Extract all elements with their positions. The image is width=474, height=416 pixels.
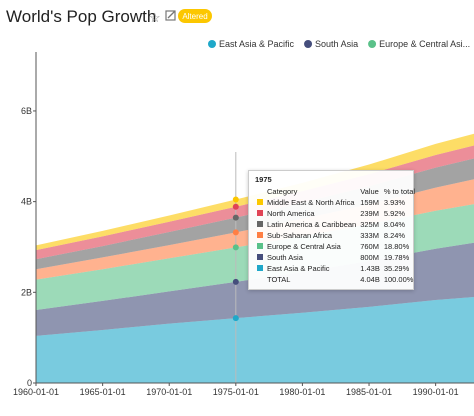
tooltip-value: 800M	[360, 253, 379, 262]
tooltip-value: 333M	[360, 231, 379, 240]
area	[36, 296, 474, 383]
header-cell: % to total	[383, 187, 416, 196]
tooltip-category: Middle East & North Africa	[267, 198, 355, 207]
tooltip-row: Middle East & North Africa 159M 3.93%	[255, 197, 417, 208]
tooltip-value: 325M	[360, 220, 379, 229]
badge	[178, 9, 212, 23]
legend-label: Europe & Central Asi...	[379, 39, 470, 49]
tooltip-percent: 35.29%	[383, 264, 410, 273]
swatch-cell	[255, 197, 265, 208]
tooltip-swatch	[257, 210, 263, 216]
edit-icon[interactable]	[165, 10, 176, 21]
tooltip-percent: 18.80%	[383, 242, 410, 251]
tooltip-value: 239M	[360, 209, 379, 218]
tooltip-swatch	[257, 232, 263, 238]
x-tick-label: 1980-01-01	[279, 387, 325, 397]
tooltip-row: North America 239M 5.92%	[255, 208, 417, 219]
legend-swatch	[304, 40, 313, 48]
tooltip-category: Europe & Central Asia	[267, 242, 341, 251]
chart-title: World's Pop Growth	[6, 7, 156, 26]
hover-dot	[232, 229, 239, 236]
tooltip-category: East Asia & Pacific	[267, 264, 330, 273]
tooltip-category: South Asia	[267, 253, 303, 262]
y-tick-label: 0	[27, 378, 32, 388]
legend-label: South Asia	[315, 39, 358, 49]
x-tick-label: 1990-01-01	[413, 387, 459, 397]
tooltip-row: TOTAL 4.04B 100.00%	[255, 274, 417, 285]
header-cell: Value	[360, 187, 379, 196]
hover-dot	[232, 203, 239, 210]
hover-dot	[232, 196, 239, 203]
badge-text: Altered	[182, 12, 207, 21]
header-cell	[255, 186, 265, 197]
swatch-cell	[255, 241, 265, 252]
area	[36, 133, 474, 251]
x-tick-label: 1985-01-01	[346, 387, 392, 397]
swatch-cell	[255, 230, 265, 241]
tooltip-percent: 8.04%	[383, 220, 406, 229]
y-tick-label: 4B	[21, 197, 32, 207]
tooltip-percent: 5.92%	[383, 209, 406, 218]
tooltip-row: South Asia 800M 19.78%	[255, 252, 417, 263]
swatch-cell	[255, 252, 265, 263]
tooltip-category: Latin America & Caribbean	[267, 220, 357, 229]
tooltip-percent: 3.93%	[383, 198, 406, 207]
tooltip-percent: 8.24%	[383, 231, 406, 240]
tooltip-swatch	[257, 254, 263, 260]
tooltip-row: Latin America & Caribbean 325M 8.04%	[255, 219, 417, 230]
swatch-cell	[255, 219, 265, 230]
tooltip-percent: 19.78%	[383, 253, 410, 262]
tooltip-row: Sub-Saharan Africa 333M 8.24%	[255, 230, 417, 241]
x-tick-label: 1970-01-01	[146, 387, 192, 397]
tooltip-row: Europe & Central Asia 760M 18.80%	[255, 241, 417, 252]
swatch-cell	[255, 208, 265, 219]
tooltip-category: Sub-Saharan Africa	[267, 231, 333, 240]
tooltip-percent: 100.00%	[383, 275, 414, 284]
legend-swatch	[208, 40, 216, 48]
tooltip-title: 1975	[255, 175, 272, 184]
y-tick-label: 6B	[21, 106, 32, 116]
tooltip-category: TOTAL	[267, 275, 291, 284]
tooltip-category: North America	[267, 209, 315, 218]
y-tick-label: 2B	[21, 287, 32, 297]
star-icon[interactable]: ☆	[149, 10, 161, 25]
tooltip-value: 760M	[360, 242, 379, 251]
tooltip-swatch	[257, 199, 263, 205]
tooltip: 1975 Category Value% to total Middle East …	[248, 170, 417, 290]
hover-dot	[232, 214, 239, 221]
swatch-cell	[255, 274, 265, 285]
x-tick-label: 1960-01-01	[13, 387, 59, 397]
swatch-cell	[255, 263, 265, 274]
tooltip-value: 159M	[360, 198, 379, 207]
header-cell: Category	[267, 187, 298, 196]
tooltip-swatch	[257, 265, 263, 271]
tooltip-value: 1.43B	[360, 264, 380, 273]
hover-dot	[232, 244, 239, 251]
tooltip-header: Category Value % to total	[255, 186, 417, 197]
legend-swatch	[368, 40, 377, 48]
x-tick-label: 1975-01-01	[213, 387, 259, 397]
x-tick-label: 1965-01-01	[80, 387, 126, 397]
tooltip-swatch	[257, 221, 263, 227]
tooltip-swatch	[257, 243, 263, 249]
hover-dot	[232, 315, 239, 322]
tooltip-row: East Asia & Pacific 1.43B 35.29%	[255, 263, 417, 274]
hover-dot	[232, 278, 239, 285]
tooltip-table: Category Value% to total Middle East & Nor…	[255, 186, 417, 285]
tooltip-value: 4.04B	[360, 275, 380, 284]
legend-label: East Asia & Pacific	[219, 39, 295, 49]
